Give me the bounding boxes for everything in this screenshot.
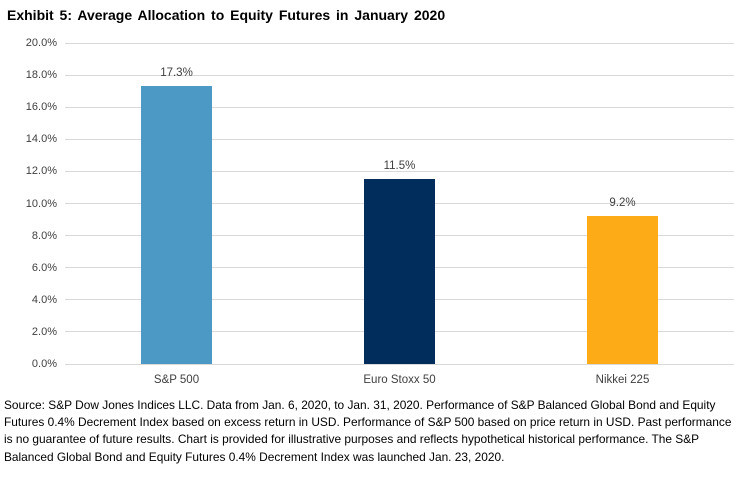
gridline [65, 42, 734, 44]
x-axis-category-label: Euro Stoxx 50 [363, 374, 436, 386]
gridline [65, 74, 734, 76]
bar-value-label: 17.3% [160, 67, 193, 80]
bar-value-label: 11.5% [383, 160, 416, 173]
y-axis-tick-label: 14.0% [25, 133, 57, 146]
y-axis-tick-label: 16.0% [25, 101, 57, 114]
x-axis-category-label: S&P 500 [153, 374, 200, 386]
y-axis-tick-label: 2.0% [31, 325, 57, 338]
y-axis-tick-label: 18.0% [25, 69, 57, 82]
y-axis-tick-label: 6.0% [31, 261, 57, 274]
chart-title: Exhibit 5: Average Allocation to Equity … [7, 7, 446, 23]
source-note: Source: S&P Dow Jones Indices LLC. Data … [4, 398, 732, 464]
y-axis-tick-label: 8.0% [31, 229, 57, 242]
y-axis-tick-label: 12.0% [25, 165, 57, 178]
gridline [65, 170, 734, 172]
y-axis-tick-label: 20.0% [25, 37, 57, 49]
gridline [65, 106, 734, 108]
y-axis-tick-label: 4.0% [31, 293, 57, 306]
x-axis-category-label: Nikkei 225 [595, 374, 650, 386]
gridline [65, 363, 734, 365]
bar-s-p-500 [141, 86, 212, 364]
bar-euro-stoxx-50 [364, 179, 435, 364]
bar-value-label: 9.2% [609, 197, 636, 210]
bar-nikkei-225 [587, 216, 658, 364]
y-axis-tick-label: 0.0% [31, 358, 57, 370]
gridline [65, 138, 734, 140]
y-axis-tick-label: 10.0% [25, 197, 57, 210]
